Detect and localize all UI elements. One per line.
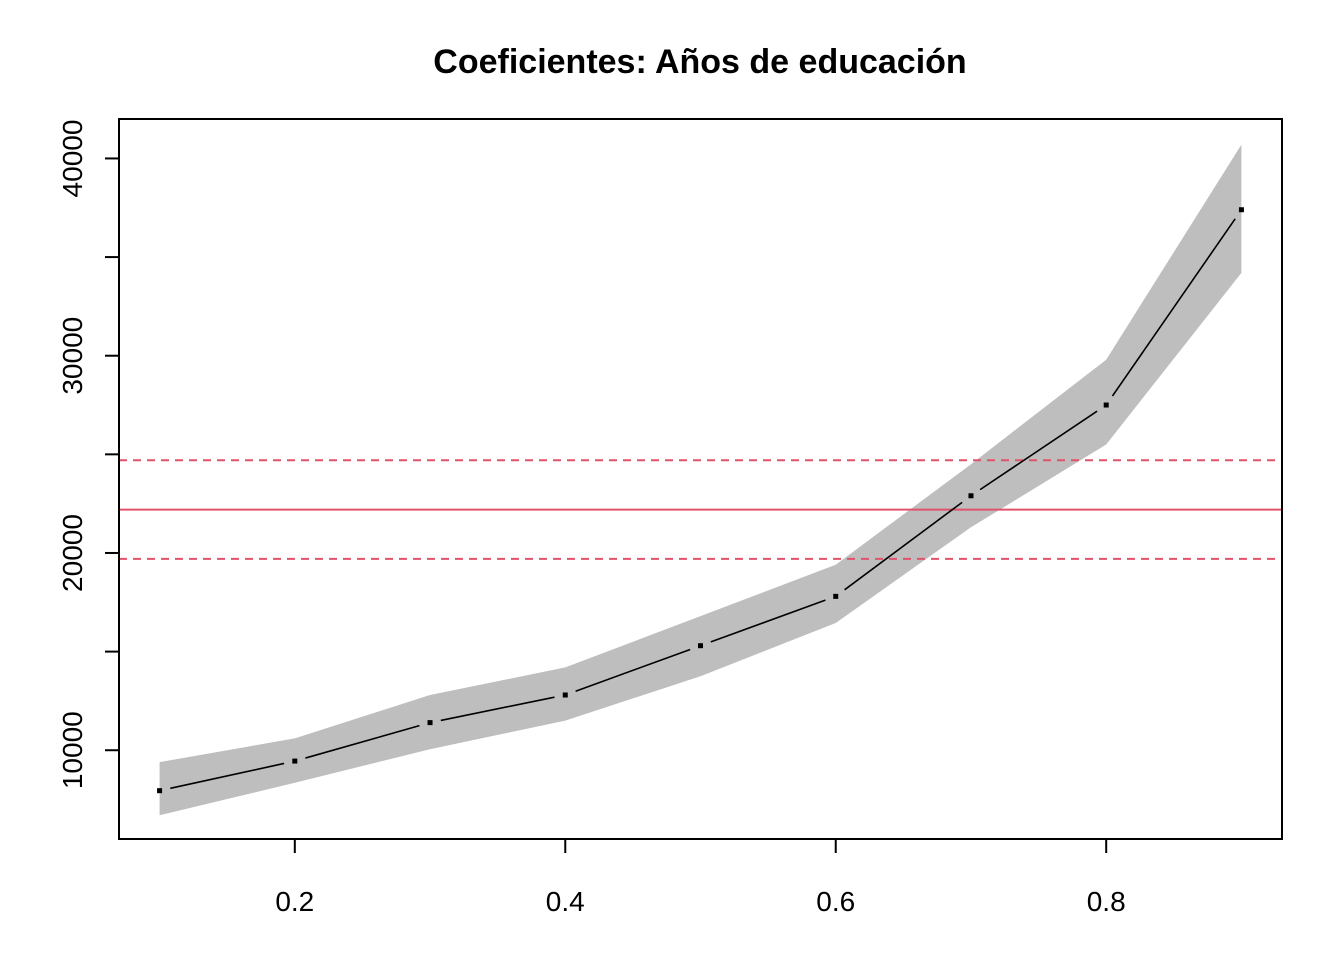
- x-tick-label: 0.6: [816, 886, 855, 917]
- y-tick-label: 30000: [57, 317, 88, 395]
- data-point: [1238, 207, 1244, 213]
- series-line-segment: [979, 410, 1098, 491]
- series-line-segment: [575, 648, 691, 692]
- data-point: [968, 493, 974, 499]
- series-line-segment: [844, 501, 963, 591]
- plot-area: [119, 144, 1282, 816]
- x-tick-label: 0.2: [275, 886, 314, 917]
- data-point: [427, 720, 433, 726]
- series-line-segment: [710, 599, 826, 643]
- series-line-segment: [1111, 218, 1236, 397]
- series-line-segment: [305, 724, 420, 759]
- data-point: [157, 788, 163, 794]
- data-point: [833, 593, 839, 599]
- data-point: [292, 758, 298, 764]
- data-point: [698, 643, 703, 649]
- x-tick-label: 0.8: [1087, 886, 1126, 917]
- data-point: [562, 692, 568, 698]
- y-tick-label: 20000: [57, 514, 88, 592]
- y-tick-label: 10000: [57, 711, 88, 789]
- confidence-band: [159, 144, 1242, 816]
- x-tick-label: 0.4: [546, 886, 585, 917]
- y-axis: 10000 20000 30000 40000: [57, 120, 120, 789]
- data-point: [1103, 402, 1109, 408]
- series-line-segment: [170, 762, 285, 790]
- y-tick-label: 40000: [57, 120, 88, 198]
- series-line-segment: [440, 696, 555, 722]
- chart-title: Coeficientes: Años de educación: [433, 43, 966, 81]
- plot-frame: [118, 118, 1283, 840]
- x-axis: 0.2 0.4 0.6 0.8: [275, 838, 1126, 917]
